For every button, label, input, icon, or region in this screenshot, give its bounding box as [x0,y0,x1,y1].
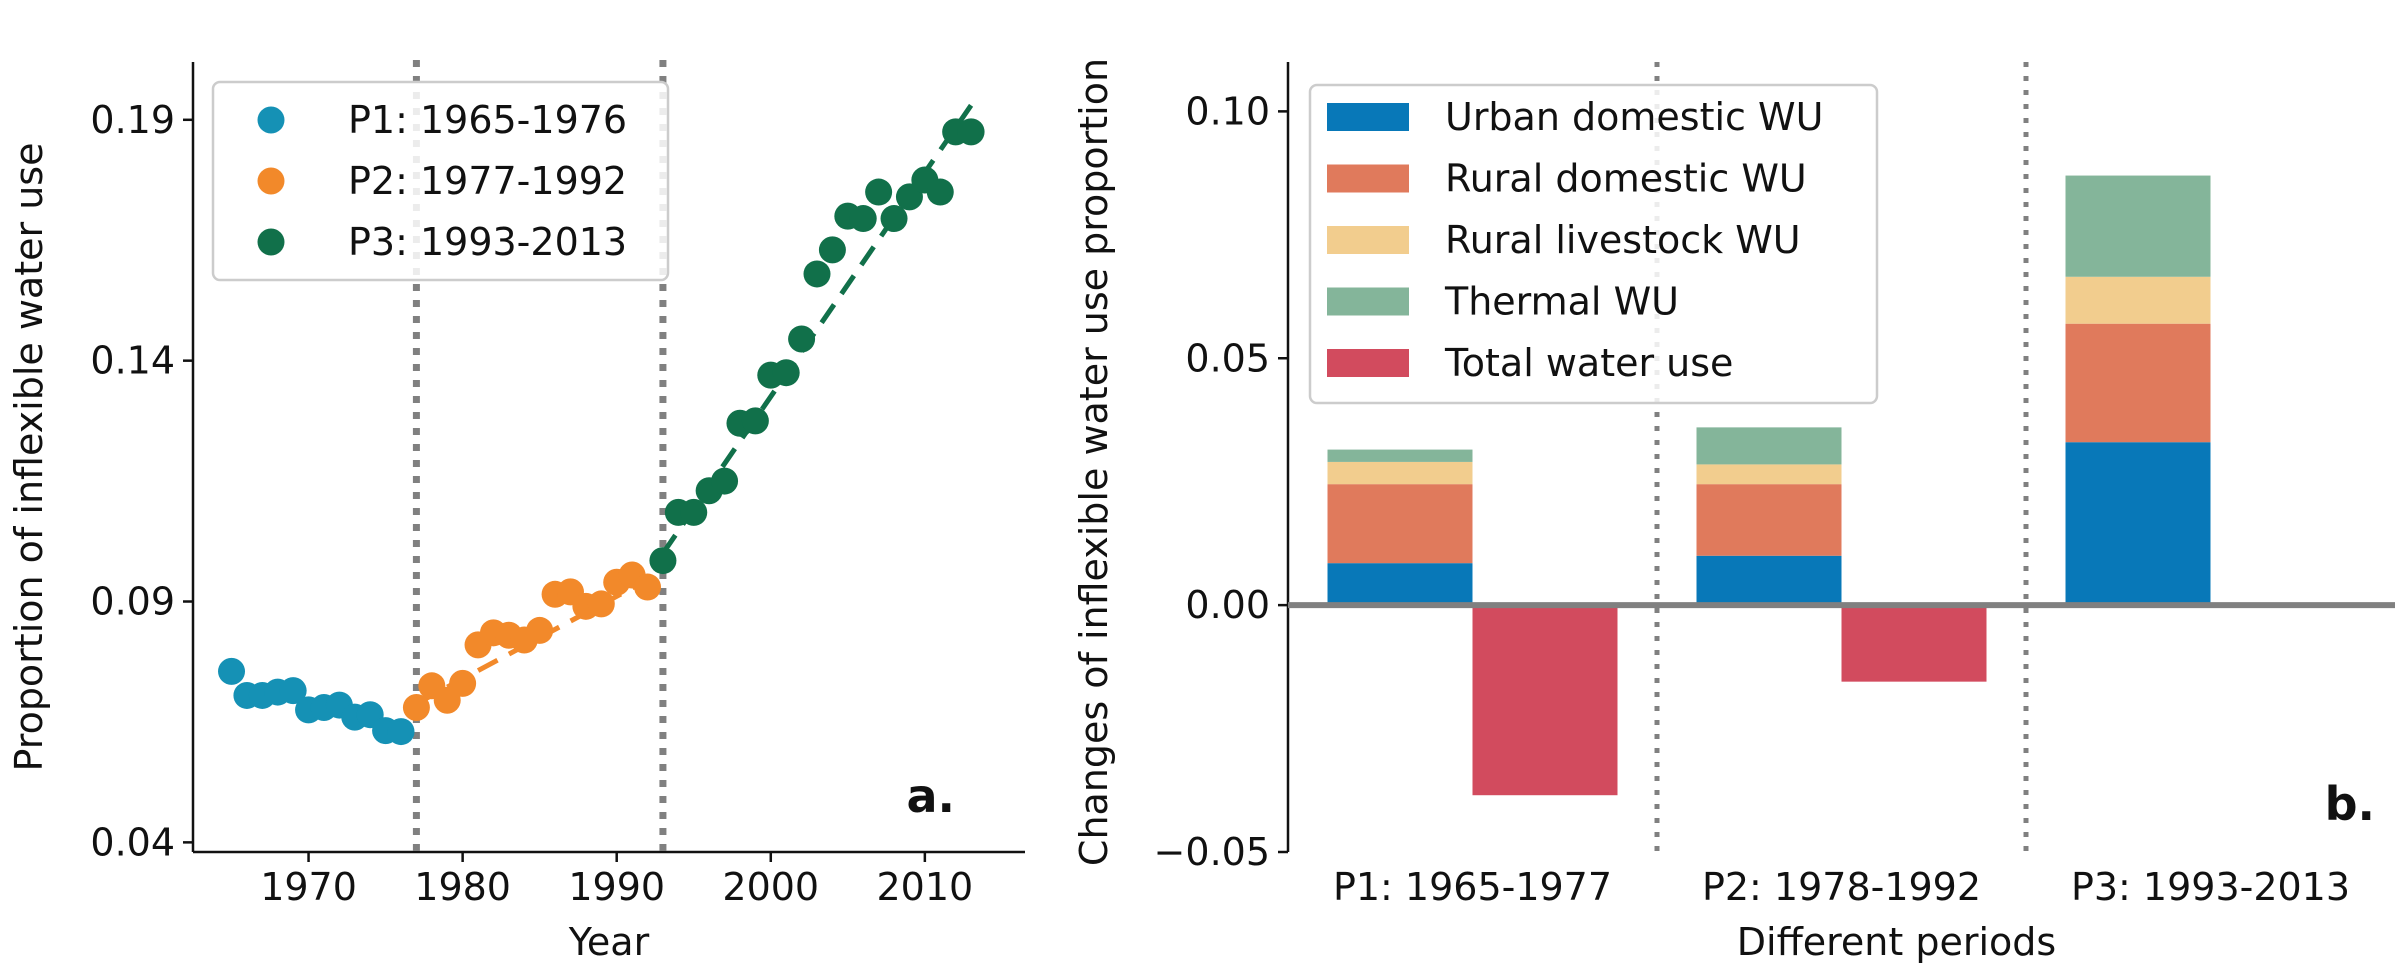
bar-segment [1327,449,1473,462]
bar-segment [2065,276,2211,324]
data-point [218,657,246,685]
y-tick-label: 0.00 [1185,583,1270,627]
bar-segment [1327,563,1473,606]
x-axis-label: Year [568,920,650,964]
panel-a-scatter-chart: 1970 1980 1990 2000 2010 0.04 0.09 0.14 0.19 Year… [7,60,1025,964]
x-tick-label: 1970 [260,865,357,909]
data-point [849,205,877,233]
x-tick-label: 1990 [568,865,665,909]
legend-swatch [1327,287,1409,316]
data-point [818,236,846,264]
legend-marker [257,228,285,256]
x-tick-label: 1980 [414,865,511,909]
y-tick-label: −0.05 [1154,830,1270,874]
legend-swatch [1327,164,1409,193]
legend-label: P1: 1965-1976 [348,98,627,142]
legend-swatch [1327,103,1409,131]
data-point [649,547,677,575]
panel-label: a. [906,769,955,823]
category-label: P3: 1993-2013 [2071,865,2350,909]
data-point [526,616,554,644]
bar-segment [1696,555,1842,606]
data-point [741,407,769,435]
data-point [680,498,708,526]
legend-label: Rural livestock WU [1445,218,1801,262]
legend-label: P2: 1977-1992 [348,159,627,203]
legend-box [1308,83,1879,405]
legend-label: P3: 1993-2013 [348,220,627,264]
legend-marker [257,106,285,134]
y-tick-label: 0.19 [90,98,175,142]
total-bar [1841,605,1987,682]
legend-swatch [1327,349,1409,377]
x-tick-label: 2000 [722,865,819,909]
x-tick-label: 2010 [876,865,973,909]
data-point [788,325,816,353]
x-axis-label: Different periods [1737,920,2056,964]
panel-label: b. [2325,777,2375,831]
category-label: P1: 1965-1977 [1333,865,1612,909]
bar-segment [2065,442,2211,606]
y-axis-label: Proportion of inflexible water use [7,143,51,772]
data-point [387,718,415,746]
y-tick-label: 0.05 [1185,336,1270,380]
data-point [926,178,954,206]
data-point [957,118,985,146]
y-axis-label: Changes of inflexible water use proporti… [1072,58,1116,866]
bar-segment [1696,464,1842,485]
legend-label: Thermal WU [1444,280,1679,324]
panel-b-bar-chart: −0.05 0.00 0.05 0.10 P1: 1965-1977 P2: 1978-1… [1072,58,2395,964]
y-tick-label: 0.10 [1185,89,1270,133]
legend-marker [257,167,285,195]
data-point [711,467,739,495]
bar-segment [2065,175,2211,277]
bar-segment [1327,484,1473,564]
legend-swatch [1327,226,1409,254]
y-tick-label: 0.04 [90,820,175,864]
y-tick-label: 0.09 [90,580,175,624]
data-point [880,205,908,233]
total-bar [1472,605,1618,796]
bar-segment [1696,427,1842,465]
data-point [865,178,893,206]
legend-label: Urban domestic WU [1445,95,1823,139]
data-point [772,359,800,387]
bar-segment [2065,323,2211,443]
data-point [587,590,615,618]
data-point [279,677,307,705]
y-tick-label: 0.14 [90,339,175,383]
legend-label: Rural domestic WU [1445,157,1807,201]
category-label: P2: 1978-1992 [1702,865,1981,909]
bar-segment [1327,461,1473,485]
data-point [449,669,477,697]
bar-segment [1696,484,1842,556]
data-point [634,573,662,601]
data-point [402,693,430,721]
legend-label: Total water use [1444,341,1733,385]
data-point [803,260,831,288]
legend-box [211,80,670,282]
